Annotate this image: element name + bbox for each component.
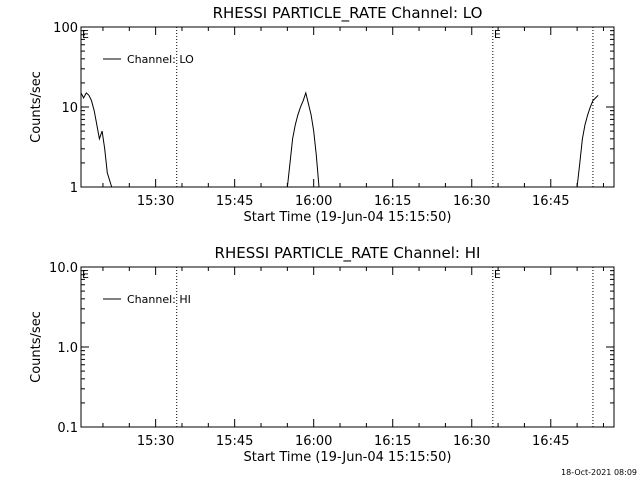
y-tick-label: 100 [53,21,78,36]
x-tick-label: 16:30 [453,194,490,209]
data-series-line [576,94,599,188]
x-axis-label: Start Time (19-Jun-04 15:15:50) [244,210,452,225]
x-tick-label: 15:45 [216,434,253,449]
data-series-line [286,91,320,188]
x-tick-label: 16:30 [453,434,490,449]
legend-label: Channel: LO [127,53,194,66]
event-marker-label: E [494,268,501,281]
x-tick-label: 16:15 [374,434,411,449]
y-axis-label: Counts/sec [29,71,44,143]
event-marker-label: E [82,268,89,281]
y-tick-label: 1.0 [57,341,78,356]
data-series-line [80,92,113,188]
x-tick-label: 15:30 [137,434,174,449]
y-tick-label: 10.0 [49,261,78,276]
y-tick-label: 10 [61,101,78,116]
x-tick-label: 15:30 [137,194,174,209]
legend-label: Channel: HI [127,293,191,306]
x-axis-label: Start Time (19-Jun-04 15:15:50) [244,450,452,465]
event-marker-label: E [82,28,89,41]
chart-title: RHESSI PARTICLE_RATE Channel: HI [215,244,481,263]
x-tick-label: 16:15 [374,194,411,209]
event-marker-label: E [494,28,501,41]
chart-title: RHESSI PARTICLE_RATE Channel: LO [213,4,483,23]
y-axis-label: Counts/sec [29,311,44,383]
x-tick-label: 15:45 [216,194,253,209]
x-tick-label: 16:00 [295,434,332,449]
plot-frame [80,266,615,428]
y-tick-label: 1 [70,181,78,196]
plot-frame [80,26,615,188]
x-tick-label: 16:45 [532,194,569,209]
x-tick-label: 16:45 [532,434,569,449]
timestamp-label: 18-Oct-2021 08:09 [561,468,637,477]
x-tick-label: 16:00 [295,194,332,209]
y-tick-label: 0.1 [57,421,78,436]
